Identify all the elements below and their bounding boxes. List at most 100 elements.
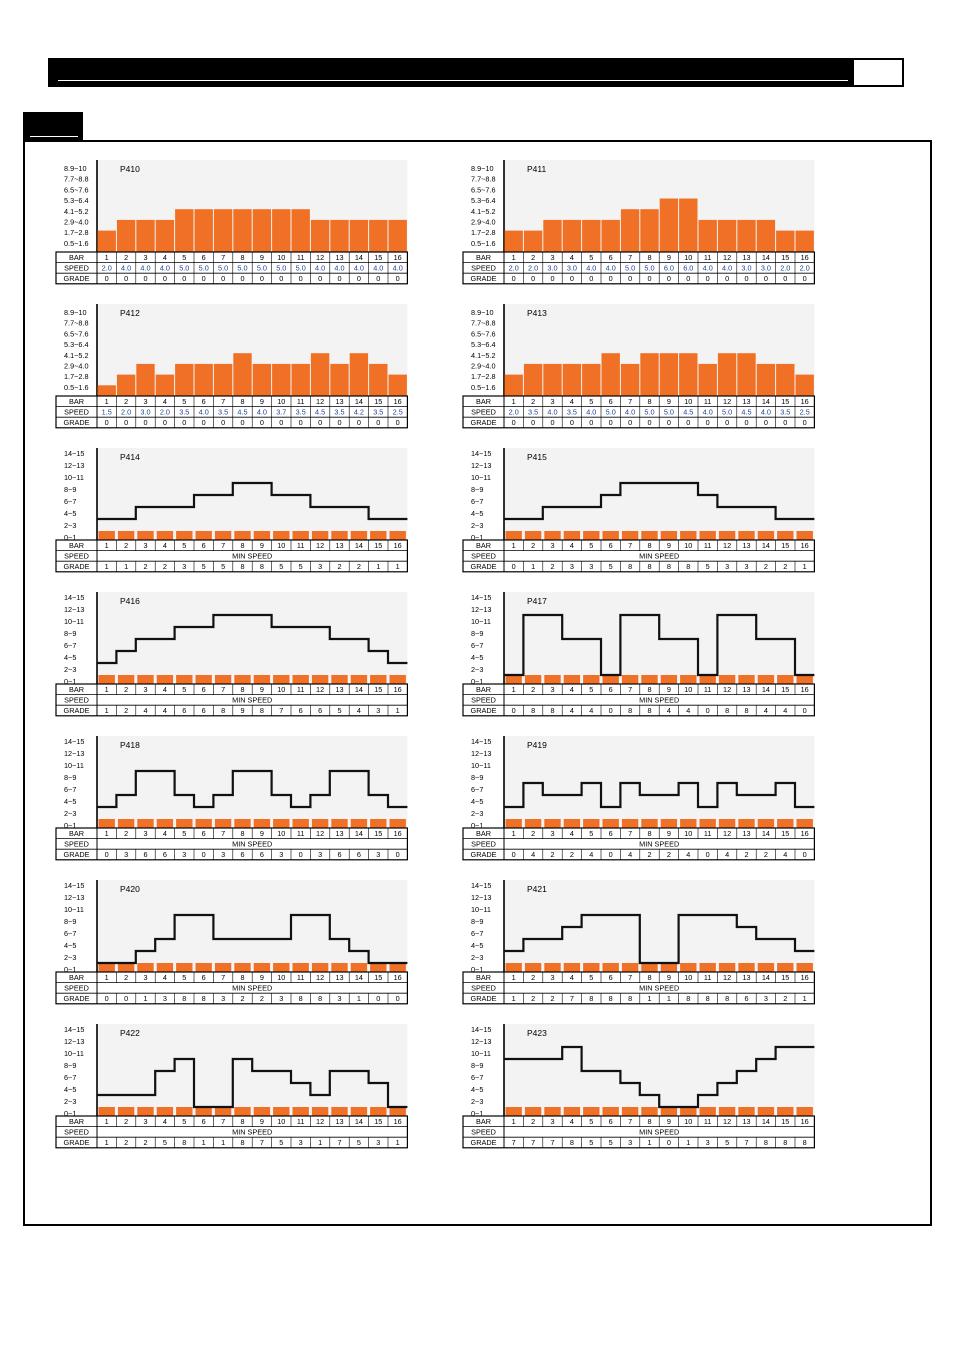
y-level-label: 14~15: [471, 449, 492, 458]
grade-value: 8: [221, 706, 225, 715]
bar-number: 7: [628, 541, 632, 550]
bar-7: [213, 209, 233, 252]
grade-value: 5: [357, 1138, 361, 1147]
bar-2: [523, 230, 543, 252]
base-block-14: [350, 1107, 368, 1116]
base-block-3: [137, 819, 154, 828]
grade-value: 4: [764, 706, 768, 715]
bar-number: 5: [182, 1117, 186, 1126]
base-block-8: [234, 963, 251, 972]
grade-value: 3: [318, 850, 322, 859]
speed-value: 4.0: [140, 264, 150, 273]
bar-number: 4: [570, 1117, 574, 1126]
grade-value: 1: [202, 1138, 206, 1147]
y-level-label: 4~5: [64, 509, 76, 518]
bar-5: [175, 209, 194, 252]
speed-row-text: MIN SPEED: [639, 552, 679, 561]
base-block-12: [718, 531, 736, 540]
speed-row-text: MIN SPEED: [639, 696, 679, 705]
bar-number: 11: [704, 253, 712, 262]
speed-value: 5.0: [644, 408, 654, 417]
base-block-13: [331, 819, 348, 828]
base-block-10: [273, 531, 290, 540]
bar-number: 11: [297, 685, 305, 694]
bar-number: 6: [202, 541, 206, 550]
plot-background: [97, 736, 408, 828]
grade-value: 0: [396, 850, 400, 859]
bar-8: [640, 209, 659, 252]
bar-number: 7: [628, 829, 632, 838]
bar-14: [349, 219, 369, 252]
bar-number: 1: [512, 1117, 516, 1126]
bar-number: 1: [512, 685, 516, 694]
grade-value: 0: [279, 274, 283, 283]
row-label-bar: BAR: [69, 397, 84, 406]
grade-value: 0: [512, 274, 516, 283]
grade-value: 1: [667, 994, 671, 1003]
speed-value: 3.0: [741, 264, 751, 273]
base-block-15: [370, 675, 387, 684]
grade-value: 0: [512, 850, 516, 859]
base-block-4: [563, 1107, 581, 1116]
grade-profile-line: [504, 913, 815, 965]
bar-16: [795, 374, 814, 396]
bar-number: 9: [260, 973, 264, 982]
chart-title: P421: [527, 884, 547, 894]
grade-value: 2: [744, 850, 748, 859]
row-label-grade: GRADE: [471, 706, 497, 715]
y-level-label: 2~3: [471, 521, 483, 530]
bar-number: 10: [277, 541, 285, 550]
y-level-label: 12~13: [471, 1037, 492, 1046]
grade-value: 0: [609, 850, 613, 859]
grade-value: 0: [570, 418, 574, 427]
bar-number: 6: [609, 541, 613, 550]
base-block-15: [370, 819, 387, 828]
grade-value: 0: [376, 418, 380, 427]
speed-value: 4.0: [121, 264, 131, 273]
data-table: [55, 683, 408, 717]
grade-value: 1: [124, 562, 128, 571]
grade-value: 1: [105, 706, 109, 715]
grade-value: 1: [803, 562, 807, 571]
y-level-label: 0~1: [64, 821, 76, 830]
bar-number: 2: [531, 685, 535, 694]
bar-number: 7: [221, 973, 225, 982]
speed-row-text: MIN SPEED: [639, 840, 679, 849]
grade-value: 6: [337, 850, 341, 859]
section-tab: [23, 112, 83, 140]
grade-value: 3: [279, 850, 283, 859]
bar-number: 14: [762, 541, 770, 550]
y-level-label: 2.9~4.0: [471, 362, 496, 371]
grade-value: 8: [706, 994, 710, 1003]
grade-profile-line: [97, 913, 408, 965]
plot-background: [504, 880, 815, 972]
bar-number: 7: [221, 397, 225, 406]
bar-number: 11: [297, 973, 305, 982]
grade-value: 0: [143, 418, 147, 427]
row-label-bar: BAR: [69, 1117, 84, 1126]
speed-value: 3.5: [179, 408, 189, 417]
bar-number: 13: [742, 253, 750, 262]
grade-value: 6: [318, 706, 322, 715]
bar-number: 6: [202, 253, 206, 262]
bar-number: 2: [124, 397, 128, 406]
bar-number: 16: [394, 1117, 402, 1126]
bar-number: 8: [240, 253, 244, 262]
grade-value: 0: [783, 274, 787, 283]
bar-14: [349, 353, 369, 396]
grade-value: 3: [221, 850, 225, 859]
base-block-6: [195, 531, 212, 540]
base-block-12: [718, 675, 736, 684]
chart-title: P416: [120, 596, 140, 606]
bar-number: 1: [512, 541, 516, 550]
grade-value: 3: [299, 1138, 303, 1147]
grade-value: 6: [182, 706, 186, 715]
bar-number: 5: [182, 541, 186, 550]
bar-number: 7: [628, 973, 632, 982]
base-block-13: [331, 531, 348, 540]
chart-P412: P412 8.9~10 7.7~8.86.5~7.6 5.3~6.4 4.1~5.2 2.…: [55, 304, 408, 429]
bar-12: [310, 219, 330, 252]
bar-4: [562, 363, 582, 396]
grade-value: 8: [647, 562, 651, 571]
